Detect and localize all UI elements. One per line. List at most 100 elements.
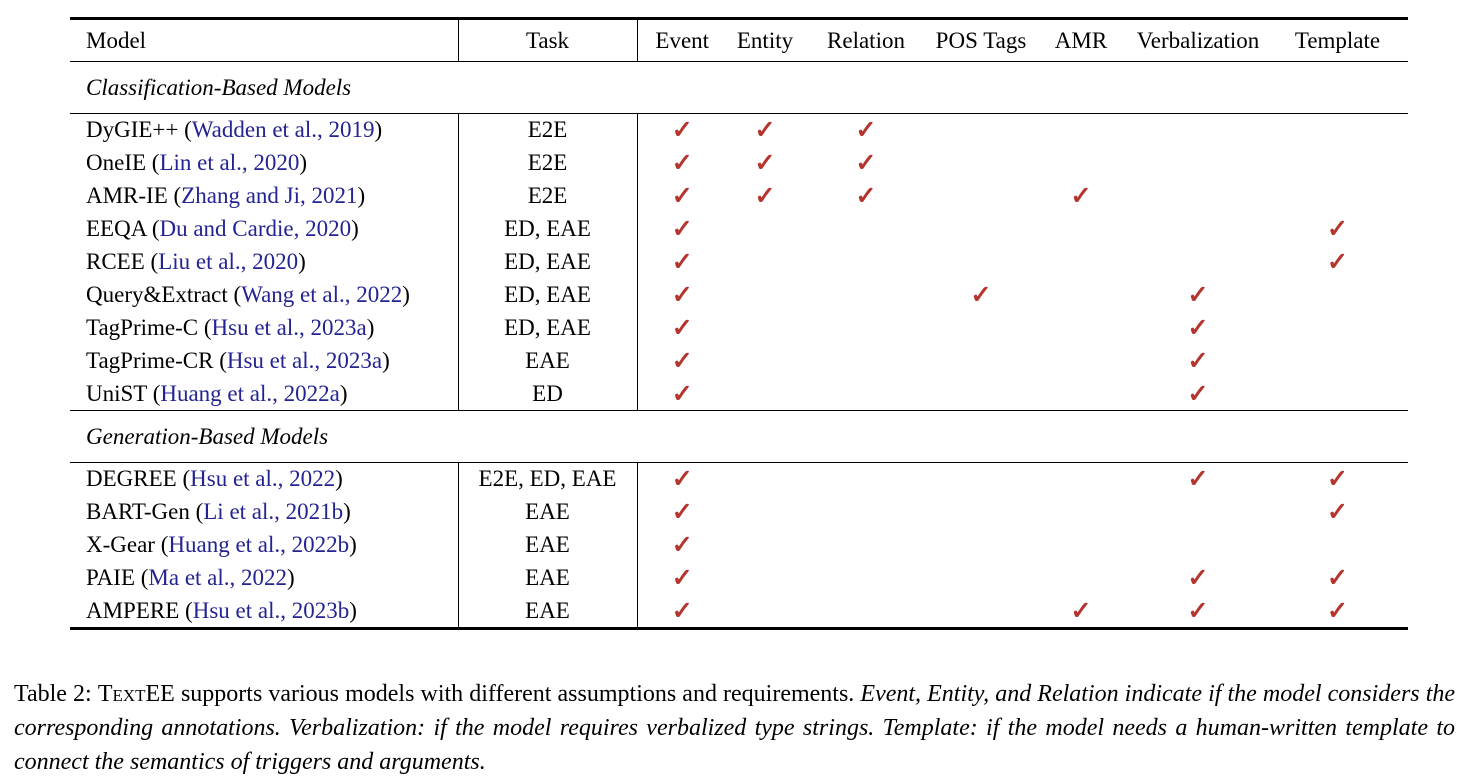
citation-link[interactable]: Hsu et al., 2022	[190, 466, 336, 492]
check-cell-pos-tags	[929, 378, 1033, 411]
check-cell-pos-tags	[929, 213, 1033, 246]
table-row-oneie: OneIE (Lin et al., 2020) E2E ✓ ✓ ✓	[70, 146, 1408, 180]
section-row-classification-based-models: Classification-Based Models	[70, 61, 1408, 114]
check-cell-event: ✓	[637, 180, 727, 213]
check-cell-entity: ✓	[727, 147, 803, 180]
check-cell-event: ✓	[637, 246, 727, 279]
check-cell-amr	[1033, 246, 1129, 279]
checkmark-icon: ✓	[1327, 249, 1348, 276]
check-cell-template: ✓	[1267, 213, 1408, 246]
checkmark-icon: ✓	[671, 380, 693, 408]
table-row-eeqa: EEQA (Du and Cardie, 2020) ED, EAE ✓ ✓	[70, 212, 1408, 246]
check-cell-verbalization: ✓	[1129, 562, 1267, 595]
table-row-bart-gen: BART-Gen (Li et al., 2021b) EAE ✓ ✓	[70, 495, 1408, 529]
checkmark-icon: ✓	[1187, 348, 1209, 375]
check-cell-relation	[803, 529, 929, 562]
check-cell-amr	[1033, 279, 1129, 312]
caption-roman-text: supports various models with different a…	[180, 681, 855, 707]
model-name: TagPrime-CR	[86, 348, 214, 373]
checkmark-icon: ✓	[1327, 597, 1348, 625]
model-name: TagPrime-C	[86, 315, 199, 340]
model-name: OneIE	[86, 150, 147, 175]
model-cell: DyGIE++ (Wadden et al., 2019)	[70, 113, 459, 147]
check-cell-template	[1267, 378, 1408, 411]
check-cell-pos-tags	[929, 496, 1033, 529]
check-cell-verbalization	[1129, 246, 1267, 279]
citation-link[interactable]: Hsu et al., 2023b	[192, 597, 350, 623]
citation-link[interactable]: Zhang and Ji, 2021	[181, 183, 358, 208]
check-cell-template: ✓	[1267, 595, 1408, 629]
check-cell-verbalization	[1129, 496, 1267, 529]
checkmark-icon: ✓	[855, 183, 877, 210]
citation-link[interactable]: Huang et al., 2022b	[168, 532, 350, 557]
section-row-generation-based-models: Generation-Based Models	[70, 410, 1408, 463]
check-cell-verbalization: ✓	[1129, 463, 1267, 496]
check-cell-relation	[803, 378, 929, 411]
check-cell-pos-tags	[929, 246, 1033, 279]
check-cell-amr	[1033, 463, 1129, 496]
check-cell-pos-tags	[929, 345, 1033, 378]
model-cell: EEQA (Du and Cardie, 2020)	[70, 212, 459, 246]
check-cell-event: ✓	[637, 213, 727, 246]
table-row-query-extract: Query&Extract (Wang et al., 2022) ED, EAE…	[70, 278, 1408, 312]
task-cell: E2E, ED, EAE	[458, 462, 638, 496]
model-name: AMPERE	[86, 597, 180, 623]
models-table: Model Task Event Entity Relation POS Tags AMR V…	[70, 17, 1408, 630]
column-header-verbalization: Verbalization	[1136, 27, 1260, 53]
check-cell-relation	[803, 279, 929, 312]
check-cell-template	[1267, 114, 1408, 147]
citation-link[interactable]: Huang et al., 2022a	[160, 380, 340, 406]
check-cell-relation	[803, 246, 929, 279]
task-cell: E2E	[458, 146, 638, 180]
model-cell: DEGREE (Hsu et al., 2022)	[70, 462, 459, 496]
column-header-event: Event	[655, 27, 710, 53]
check-cell-entity	[727, 496, 803, 529]
checkmark-icon: ✓	[1327, 216, 1348, 243]
checkmark-icon: ✓	[855, 117, 877, 145]
checkmark-icon: ✓	[754, 183, 776, 210]
section-title: Generation-Based Models	[86, 423, 329, 449]
citation-link[interactable]: Hsu et al., 2023a	[226, 348, 383, 373]
task-cell: ED, EAE	[458, 212, 638, 246]
check-cell-pos-tags: ✓	[929, 279, 1033, 312]
check-cell-entity	[727, 279, 803, 312]
citation-link[interactable]: Ma et al., 2022	[148, 565, 288, 590]
check-cell-amr: ✓	[1033, 180, 1129, 213]
column-header-amr: AMR	[1054, 27, 1108, 53]
checkmark-icon: ✓	[671, 150, 693, 177]
citation-link[interactable]: Lin et al., 2020	[159, 150, 300, 175]
check-cell-pos-tags	[929, 463, 1033, 496]
checkmark-icon: ✓	[1327, 565, 1348, 592]
section-title: Classification-Based Models	[86, 74, 352, 100]
checkmark-icon: ✓	[671, 249, 693, 276]
check-cell-event: ✓	[637, 529, 727, 562]
check-cell-event: ✓	[637, 562, 727, 595]
check-cell-relation: ✓	[803, 180, 929, 213]
citation-link[interactable]: Hsu et al., 2023a	[211, 315, 367, 340]
task-cell: ED	[458, 377, 638, 411]
check-cell-verbalization	[1129, 147, 1267, 180]
task-cell: EAE	[458, 561, 638, 595]
checkmark-icon: ✓	[671, 348, 693, 375]
table-caption: Table 2: TextEE supports various models …	[14, 677, 1455, 779]
table-row-unist: UniST (Huang et al., 2022a) ED ✓ ✓	[70, 377, 1408, 411]
citation-link[interactable]: Wang et al., 2022	[241, 282, 403, 307]
checkmark-icon: ✓	[671, 315, 693, 342]
checkmark-icon: ✓	[671, 597, 693, 625]
checkmark-icon: ✓	[671, 499, 693, 526]
citation-link[interactable]: Liu et al., 2020	[158, 249, 299, 274]
check-cell-entity: ✓	[727, 114, 803, 147]
citation-link[interactable]: Du and Cardie, 2020	[159, 216, 352, 241]
citation-link[interactable]: Wadden et al., 2019	[191, 117, 375, 143]
model-cell: TagPrime-CR (Hsu et al., 2023a)	[70, 344, 459, 378]
check-cell-amr: ✓	[1033, 595, 1129, 629]
check-cell-entity	[727, 246, 803, 279]
citation-link[interactable]: Li et al., 2021b	[203, 499, 344, 524]
model-cell: Query&Extract (Wang et al., 2022)	[70, 278, 459, 312]
check-cell-entity	[727, 595, 803, 629]
check-cell-event: ✓	[637, 114, 727, 147]
model-name: DEGREE	[86, 466, 177, 492]
check-cell-relation	[803, 562, 929, 595]
model-cell: AMR-IE (Zhang and Ji, 2021)	[70, 179, 459, 213]
checkmark-icon: ✓	[1070, 597, 1092, 625]
